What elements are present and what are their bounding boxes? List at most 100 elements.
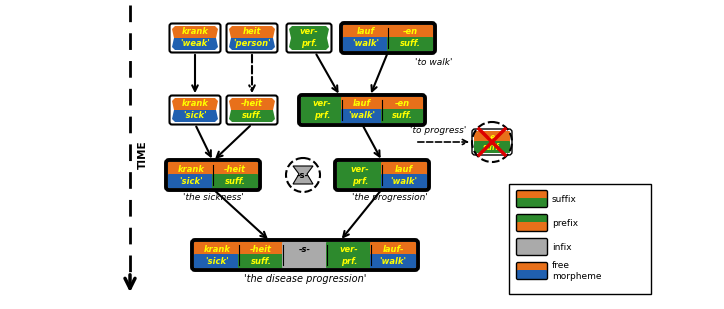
FancyBboxPatch shape [517, 222, 547, 231]
Text: 'sick': 'sick' [205, 256, 229, 265]
Polygon shape [229, 26, 275, 38]
Polygon shape [289, 38, 329, 50]
FancyBboxPatch shape [168, 162, 214, 176]
Text: ver-: ver- [350, 164, 369, 173]
FancyBboxPatch shape [326, 254, 372, 268]
FancyBboxPatch shape [282, 242, 328, 256]
FancyBboxPatch shape [474, 141, 510, 153]
FancyBboxPatch shape [343, 25, 389, 39]
Text: lauf: lauf [353, 99, 371, 108]
FancyBboxPatch shape [337, 162, 383, 176]
Text: heit: heit [243, 28, 261, 36]
FancyBboxPatch shape [341, 109, 383, 123]
FancyBboxPatch shape [194, 242, 240, 256]
FancyBboxPatch shape [194, 254, 240, 268]
Text: krank: krank [177, 164, 204, 173]
Text: 'weak': 'weak' [180, 40, 210, 49]
FancyBboxPatch shape [343, 37, 389, 51]
FancyBboxPatch shape [212, 162, 258, 176]
Text: 'sick': 'sick' [179, 176, 203, 185]
FancyBboxPatch shape [517, 270, 547, 279]
Text: -heit: -heit [241, 99, 263, 108]
FancyBboxPatch shape [282, 254, 328, 268]
Text: -s-: -s- [299, 244, 311, 253]
FancyBboxPatch shape [517, 215, 547, 224]
FancyBboxPatch shape [381, 109, 423, 123]
FancyBboxPatch shape [326, 242, 372, 256]
Text: krank: krank [182, 28, 209, 36]
Text: suff.: suff. [482, 142, 502, 151]
FancyBboxPatch shape [212, 174, 258, 188]
FancyBboxPatch shape [517, 246, 547, 255]
Text: infix: infix [552, 243, 572, 252]
Text: suff.: suff. [242, 112, 262, 121]
Text: 'sick': 'sick' [183, 112, 207, 121]
Text: 'to progress': 'to progress' [410, 126, 466, 135]
Text: ver-: ver- [313, 99, 332, 108]
FancyBboxPatch shape [509, 184, 651, 294]
Text: lauf-: lauf- [382, 244, 404, 253]
Text: krank: krank [203, 244, 230, 253]
FancyBboxPatch shape [387, 25, 433, 39]
FancyBboxPatch shape [341, 97, 383, 111]
Text: -heit: -heit [250, 244, 272, 253]
Text: 'walk': 'walk' [390, 176, 418, 185]
FancyBboxPatch shape [387, 37, 433, 51]
Polygon shape [293, 166, 313, 184]
Text: 'to walk': 'to walk' [415, 58, 452, 67]
Text: 'the disease progression': 'the disease progression' [244, 274, 366, 284]
Text: suffix: suffix [552, 194, 577, 204]
Text: 'the progression': 'the progression' [352, 193, 428, 202]
Text: lauf: lauf [357, 28, 375, 36]
Text: prefix: prefix [552, 218, 578, 227]
Text: suff.: suff. [251, 256, 272, 265]
Text: 'walk': 'walk' [348, 112, 376, 121]
Polygon shape [229, 98, 275, 110]
Polygon shape [172, 110, 218, 122]
Text: suff.: suff. [400, 40, 421, 49]
FancyBboxPatch shape [337, 174, 383, 188]
Polygon shape [229, 110, 275, 122]
FancyBboxPatch shape [168, 174, 214, 188]
FancyBboxPatch shape [517, 191, 547, 200]
Text: 'person': 'person' [233, 40, 271, 49]
Text: 'walk': 'walk' [353, 40, 379, 49]
Text: ver-: ver- [300, 28, 319, 36]
FancyBboxPatch shape [370, 254, 416, 268]
FancyBboxPatch shape [238, 242, 284, 256]
Polygon shape [172, 26, 218, 38]
Polygon shape [172, 38, 218, 50]
FancyBboxPatch shape [517, 239, 547, 248]
Text: -en: -en [395, 99, 410, 108]
Polygon shape [289, 26, 329, 38]
Text: 'walk': 'walk' [379, 256, 407, 265]
Text: -e: -e [488, 133, 496, 142]
Text: free
morpheme: free morpheme [552, 261, 602, 281]
FancyBboxPatch shape [381, 97, 423, 111]
FancyBboxPatch shape [474, 131, 510, 143]
Text: -heit: -heit [224, 164, 246, 173]
FancyBboxPatch shape [381, 162, 427, 176]
Text: krank: krank [182, 99, 209, 108]
Text: suff.: suff. [224, 176, 245, 185]
Text: ver-: ver- [340, 244, 358, 253]
FancyBboxPatch shape [517, 198, 547, 207]
Text: prf.: prf. [300, 40, 317, 49]
Text: suff.: suff. [392, 112, 413, 121]
FancyBboxPatch shape [381, 174, 427, 188]
Text: prf.: prf. [313, 112, 330, 121]
Text: -en: -en [403, 28, 418, 36]
Polygon shape [172, 98, 218, 110]
Text: lauf: lauf [395, 164, 413, 173]
Text: 'the sickness': 'the sickness' [182, 193, 243, 202]
FancyBboxPatch shape [370, 242, 416, 256]
Text: prf.: prf. [341, 256, 357, 265]
FancyBboxPatch shape [301, 109, 343, 123]
Polygon shape [229, 38, 275, 50]
Text: -s-: -s- [297, 171, 309, 180]
FancyBboxPatch shape [238, 254, 284, 268]
FancyBboxPatch shape [517, 263, 547, 272]
FancyBboxPatch shape [301, 97, 343, 111]
Text: TIME: TIME [138, 141, 148, 169]
Text: prf.: prf. [352, 176, 369, 185]
